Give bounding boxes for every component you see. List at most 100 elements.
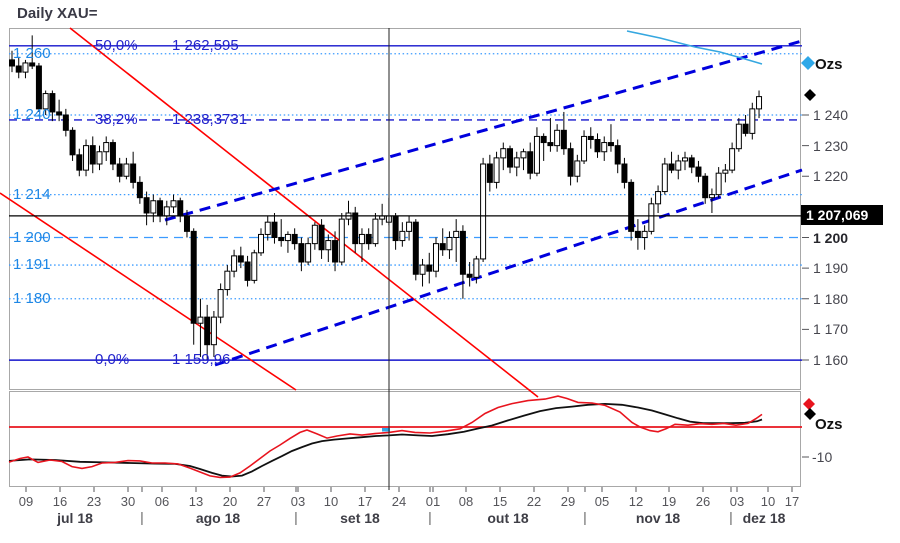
candlestick — [284, 233, 291, 242]
chart-title: Daily XAU= — [17, 5, 98, 22]
oscillator-red-line — [8, 395, 763, 479]
candlestick — [109, 142, 116, 165]
candlestick — [271, 221, 278, 238]
candlestick — [231, 255, 238, 272]
candlestick — [177, 200, 184, 217]
candlestick — [89, 145, 96, 165]
candlestick — [197, 316, 204, 324]
candlestick — [358, 233, 365, 245]
candlestick — [547, 142, 554, 147]
candlestick — [305, 243, 312, 263]
price-series-diamond-icon — [804, 89, 816, 101]
candlestick — [392, 215, 399, 242]
oscillator-black-line — [8, 402, 763, 478]
candlestick — [49, 93, 56, 113]
main-price-panel[interactable] — [9, 28, 801, 390]
blue-channel-line — [164, 39, 803, 222]
candlestick — [432, 243, 439, 272]
candlestick — [520, 151, 527, 159]
candlestick — [332, 240, 339, 263]
candlestick — [735, 123, 742, 150]
candlestick — [29, 62, 36, 67]
candlestick — [291, 233, 298, 245]
oscillator-series-diamond-icon — [803, 398, 815, 410]
oscillator-cursor-tick — [382, 428, 390, 432]
oscillator-panel[interactable] — [9, 391, 801, 487]
crosshair-price-badge: 1 207,069 — [801, 205, 883, 225]
candlestick — [527, 151, 534, 174]
candlestick — [507, 148, 514, 168]
candlestick — [500, 148, 507, 159]
candlestick — [318, 224, 325, 251]
candlestick — [352, 212, 359, 245]
candlestick — [533, 135, 540, 174]
candlestick — [143, 197, 150, 214]
candlestick — [621, 163, 628, 183]
moving-average-line — [626, 30, 763, 65]
candlestick — [62, 114, 69, 131]
candlestick — [682, 157, 688, 162]
candlestick — [170, 200, 177, 208]
candlestick — [702, 175, 709, 199]
candlestick — [756, 96, 763, 110]
candlestick — [103, 142, 110, 153]
candlestick — [412, 221, 419, 275]
candlestick — [628, 181, 635, 232]
candlestick — [42, 93, 49, 110]
candlestick — [581, 135, 588, 162]
candlestick — [473, 258, 480, 278]
candlestick — [56, 111, 63, 116]
candlestick — [210, 316, 217, 346]
oscillator-unit-label: Ozs — [815, 416, 843, 433]
candlestick — [513, 157, 520, 168]
candlestick — [688, 157, 695, 168]
price-series-diamond-icon — [801, 56, 815, 70]
candlestick — [372, 218, 379, 245]
candlestick — [399, 230, 406, 242]
candlestick — [480, 163, 487, 260]
candlestick — [715, 172, 722, 196]
candlestick — [311, 224, 318, 245]
candlestick — [35, 65, 42, 110]
candlestick — [594, 139, 601, 153]
candlestick — [325, 240, 332, 251]
candlestick — [668, 163, 675, 171]
candlestick — [83, 145, 90, 171]
candlestick — [453, 230, 460, 238]
candlestick — [648, 203, 655, 232]
candlestick — [607, 142, 614, 147]
candlestick — [258, 233, 265, 254]
candlestick — [675, 160, 682, 171]
candlestick — [22, 62, 29, 73]
candlestick — [123, 163, 130, 177]
oscillator-tick-label: -10 — [812, 449, 833, 465]
candlestick — [204, 316, 211, 346]
candlestick — [614, 145, 621, 165]
candlestick — [742, 123, 749, 134]
red-trend-line — [0, 192, 297, 391]
candlestick — [540, 135, 547, 144]
candlestick — [708, 194, 715, 199]
candlestick — [446, 237, 453, 251]
candlestick — [157, 200, 164, 217]
candlestick — [15, 65, 22, 73]
candlestick — [116, 163, 123, 177]
candlestick — [278, 237, 285, 242]
candlestick — [493, 157, 500, 183]
candlestick — [567, 148, 574, 177]
candlestick — [641, 230, 648, 238]
candlestick — [634, 230, 641, 238]
candlestick — [486, 163, 493, 183]
candlestick — [554, 129, 561, 147]
candlestick — [655, 191, 662, 205]
candlestick — [183, 215, 190, 232]
candlestick — [426, 264, 433, 272]
candlestick — [338, 218, 345, 263]
candlestick — [459, 230, 466, 275]
candlestick — [96, 151, 103, 165]
candlestick — [136, 181, 143, 199]
candlestick — [130, 163, 137, 183]
red-trend-line — [69, 27, 539, 398]
